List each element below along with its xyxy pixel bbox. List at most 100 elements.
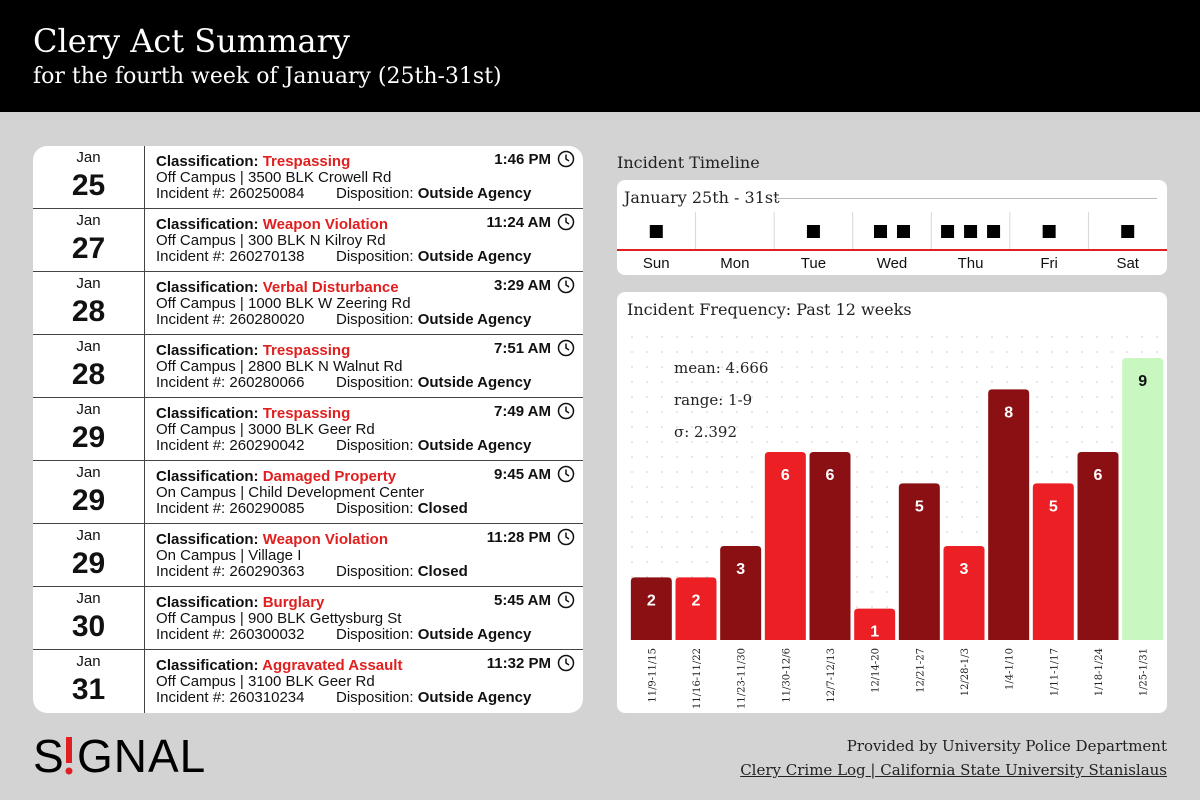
incident-number-line: Incident #: 260290363 bbox=[156, 563, 304, 580]
stat-sigma: σ: 2.392 bbox=[674, 423, 738, 441]
date-month: Jan bbox=[76, 653, 101, 670]
incident-number: 260290363 bbox=[229, 563, 305, 580]
x-tick-label: 1/18-1/24 bbox=[1094, 648, 1105, 696]
signal-logo: S GNAL bbox=[33, 727, 213, 784]
date-month: Jan bbox=[76, 527, 101, 544]
timeline-day-label: Thu bbox=[958, 255, 984, 272]
bar-value-label: 8 bbox=[1004, 404, 1013, 421]
x-tick-label: 11/9-11/15 bbox=[647, 648, 658, 703]
svg-text:GNAL: GNAL bbox=[77, 730, 206, 779]
incident-number: 260310234 bbox=[229, 689, 305, 706]
incident-label: Incident #: bbox=[156, 437, 226, 454]
bar bbox=[675, 577, 717, 640]
disposition-line: Disposition: Outside Agency bbox=[336, 626, 531, 643]
date-cell: Jan 28 bbox=[33, 335, 145, 397]
bar bbox=[988, 389, 1030, 640]
bar-value-label: 1 bbox=[870, 624, 879, 641]
svg-text:S: S bbox=[33, 730, 65, 779]
classification-label: Classification: bbox=[156, 279, 259, 296]
bar bbox=[1032, 483, 1074, 640]
date-day: 29 bbox=[71, 421, 106, 454]
x-tick-label: 11/16-11/22 bbox=[692, 648, 703, 709]
disposition-line: Disposition: Outside Agency bbox=[336, 185, 531, 202]
timeline-range-label: January 25th - 31st bbox=[624, 188, 780, 207]
clock-icon bbox=[557, 339, 575, 357]
frequency-chart-panel: Incident Frequency: Past 12 weeks 2 11/9-… bbox=[617, 292, 1167, 713]
incident-number-line: Incident #: 260310234 bbox=[156, 689, 304, 706]
date-day: 31 bbox=[71, 673, 106, 706]
classification-label: Classification: bbox=[156, 531, 259, 548]
incident-time: 3:29 AM bbox=[494, 277, 551, 294]
x-tick-label: 1/25-1/31 bbox=[1139, 648, 1150, 696]
incident-row: Jan 31 Classification: Aggravated Assault 1… bbox=[33, 650, 583, 713]
disposition-label: Disposition: bbox=[336, 185, 414, 202]
credit-source-link[interactable]: Clery Crime Log | California State Unive… bbox=[740, 761, 1167, 779]
date-month: Jan bbox=[76, 401, 101, 418]
credit-provider: Provided by University Police Department bbox=[846, 737, 1167, 755]
clock-icon bbox=[557, 528, 575, 546]
stat-mean: mean: 4.666 bbox=[674, 359, 769, 377]
incident-number: 260300032 bbox=[229, 626, 305, 643]
date-cell: Jan 28 bbox=[33, 272, 145, 334]
incident-number: 260290042 bbox=[229, 437, 305, 454]
incident-label: Incident #: bbox=[156, 311, 226, 328]
classification-value: Weapon Violation bbox=[262, 531, 388, 548]
timeline-chart: Sun Mon Tue Wed Thu Fri Sat bbox=[617, 212, 1167, 272]
incident-location: Off Campus | 3000 BLK Geer Rd bbox=[156, 421, 375, 438]
bar bbox=[1077, 452, 1119, 640]
x-tick-label: 12/28-1/3 bbox=[960, 648, 971, 696]
classification-label: Classification: bbox=[156, 342, 259, 359]
incident-number: 260280020 bbox=[229, 311, 305, 328]
frequency-bar-chart: 2 11/9-11/15 2 11/16-11/22 3 11/23-11/30 6 11/3… bbox=[630, 336, 1164, 709]
disposition-line: Disposition: Outside Agency bbox=[336, 689, 531, 706]
incident-number-line: Incident #: 260290085 bbox=[156, 500, 304, 517]
bar-value-label: 3 bbox=[960, 561, 969, 578]
classification-value: Damaged Property bbox=[262, 468, 397, 485]
disposition-value: Closed bbox=[417, 563, 468, 580]
incident-row: Jan 30 Classification: Burglary 5:45 AM Off … bbox=[33, 587, 583, 650]
x-tick-label: 1/11-1/17 bbox=[1049, 648, 1060, 696]
classification-value: Trespassing bbox=[262, 153, 351, 170]
incident-row: Jan 29 Classification: Damaged Property 9:4… bbox=[33, 461, 583, 524]
incident-time: 11:32 PM bbox=[486, 655, 551, 672]
incident-location: Off Campus | 3100 BLK Geer Rd bbox=[156, 673, 375, 690]
timeline-day-label: Mon bbox=[720, 255, 749, 272]
incident-label: Incident #: bbox=[156, 563, 226, 580]
x-tick-label: 1/4-1/10 bbox=[1005, 648, 1016, 690]
incident-label: Incident #: bbox=[156, 374, 226, 391]
incident-time: 11:24 AM bbox=[486, 214, 551, 231]
x-tick-label: 12/14-20 bbox=[871, 648, 882, 693]
incident-marker bbox=[806, 225, 820, 238]
bar bbox=[1122, 358, 1164, 640]
incident-label: Incident #: bbox=[156, 689, 226, 706]
bar bbox=[854, 608, 896, 640]
classification-label: Classification: bbox=[156, 594, 259, 611]
timeline-panel: January 25th - 31st Sun Mon Tue Wed Thu Fri Sa… bbox=[617, 180, 1167, 275]
incident-label: Incident #: bbox=[156, 185, 226, 202]
disposition-label: Disposition: bbox=[336, 626, 414, 643]
disposition-label: Disposition: bbox=[336, 500, 414, 517]
date-cell: Jan 29 bbox=[33, 398, 145, 460]
date-month: Jan bbox=[76, 275, 101, 292]
bar bbox=[630, 577, 672, 640]
incident-number: 260280066 bbox=[229, 374, 305, 391]
classification-line: Classification: Trespassing bbox=[156, 153, 350, 170]
clock-icon bbox=[557, 276, 575, 294]
incident-location: On Campus | Village I bbox=[156, 547, 302, 564]
disposition-line: Disposition: Outside Agency bbox=[336, 374, 531, 391]
x-tick-label: 12/21-27 bbox=[915, 648, 926, 693]
incident-time: 9:45 AM bbox=[494, 466, 551, 483]
date-month: Jan bbox=[76, 212, 101, 229]
classification-line: Classification: Burglary bbox=[156, 594, 324, 611]
x-tick-label: 12/7-12/13 bbox=[826, 648, 837, 703]
clock-icon bbox=[557, 465, 575, 483]
timeline-day-label: Wed bbox=[877, 255, 908, 272]
disposition-line: Disposition: Outside Agency bbox=[336, 437, 531, 454]
date-cell: Jan 25 bbox=[33, 146, 145, 208]
incident-location: Off Campus | 300 BLK N Kilroy Rd bbox=[156, 232, 386, 249]
date-day: 30 bbox=[71, 610, 106, 643]
classification-label: Classification: bbox=[156, 216, 259, 233]
incident-marker bbox=[987, 225, 1001, 238]
clock-icon bbox=[557, 150, 575, 168]
bar-value-label: 2 bbox=[647, 592, 656, 609]
